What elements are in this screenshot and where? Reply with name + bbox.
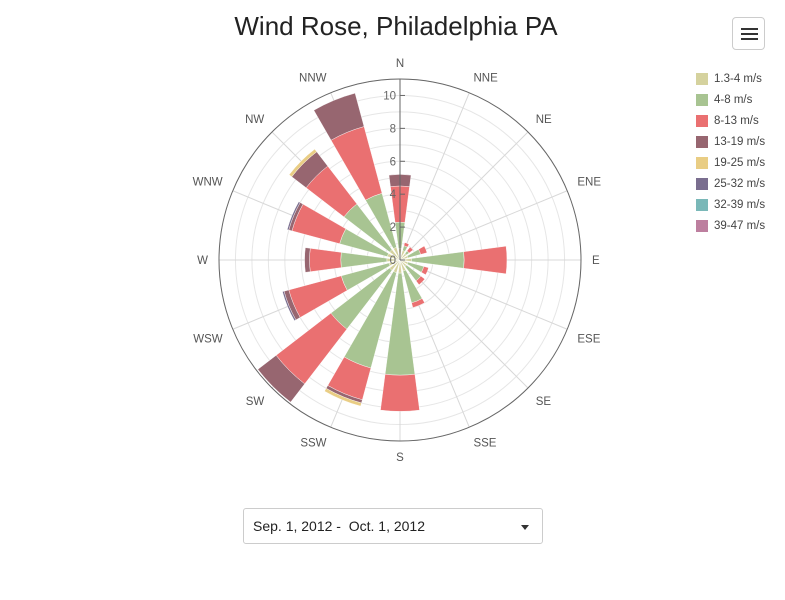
- wind-bar-nw: [288, 148, 317, 177]
- legend-label: 25-32 m/s: [714, 177, 766, 190]
- wind-bar-w: [309, 248, 342, 272]
- radial-tick-label: 0: [390, 255, 396, 267]
- legend-label: 13-19 m/s: [714, 135, 766, 148]
- legend-label: 39-47 m/s: [714, 219, 766, 232]
- direction-label-ne: NE: [536, 114, 552, 126]
- direction-label-nw: NW: [245, 114, 264, 126]
- legend-label: 8-13 m/s: [714, 114, 759, 127]
- legend-swatch: [696, 93, 708, 106]
- wind-bar-ssw: [324, 388, 362, 407]
- legend-label: 1.3-4 m/s: [714, 72, 762, 85]
- direction-label-sw: SW: [246, 396, 265, 408]
- chart-legend: 1.3-4 m/s 4-8 m/s 8-13 m/s 13-19 m/s 19-25 m…: [696, 68, 785, 236]
- direction-label-e: E: [592, 255, 600, 267]
- legend-swatch: [696, 219, 708, 232]
- date-range-select[interactable]: Sep. 1, 2012 - Oct. 1, 2012: [243, 508, 543, 544]
- grid-spoke: [399, 131, 529, 261]
- direction-label-nne: NNE: [473, 73, 498, 85]
- hamburger-menu-icon: [741, 38, 758, 40]
- wind-bar-ese: [421, 266, 429, 276]
- date-range-value: Sep. 1, 2012 - Oct. 1, 2012: [253, 518, 425, 534]
- legend-item[interactable]: 13-19 m/s: [696, 131, 785, 152]
- legend-item[interactable]: 8-13 m/s: [696, 110, 785, 131]
- legend-swatch: [696, 114, 708, 127]
- wind-bar-sw: [257, 355, 305, 403]
- direction-label-sse: SSE: [473, 437, 496, 449]
- direction-label-n: N: [396, 58, 404, 70]
- legend-swatch: [696, 135, 708, 148]
- direction-label-ese: ESE: [577, 333, 600, 345]
- legend-label: 4-8 m/s: [714, 93, 753, 106]
- legend-item[interactable]: 39-47 m/s: [696, 215, 785, 236]
- grid-spoke: [399, 92, 470, 261]
- legend-swatch: [696, 177, 708, 190]
- wind-bar-wnw: [286, 201, 301, 231]
- wind-bar-s: [380, 373, 420, 412]
- radial-tick-label: 8: [390, 123, 396, 135]
- legend-item[interactable]: 32-39 m/s: [696, 194, 785, 215]
- legend-item[interactable]: 19-25 m/s: [696, 152, 785, 173]
- hamburger-menu-icon: [741, 33, 758, 35]
- legend-label: 19-25 m/s: [714, 156, 766, 169]
- legend-item[interactable]: 4-8 m/s: [696, 89, 785, 110]
- wind-bar-wsw: [282, 290, 297, 322]
- wind-bar-e: [463, 245, 508, 275]
- wind-bar-ne: [406, 246, 414, 254]
- direction-label-wnw: WNW: [193, 177, 223, 189]
- direction-label-w: W: [197, 255, 208, 267]
- wind-bar-sse: [411, 298, 425, 308]
- grid-spoke: [399, 259, 568, 330]
- direction-label-ene: ENE: [577, 177, 601, 189]
- radial-tick-label: 4: [390, 189, 397, 201]
- radial-tick-label: 6: [390, 156, 396, 168]
- legend-swatch: [696, 156, 708, 169]
- hamburger-menu-icon: [741, 28, 758, 30]
- radial-tick-label: 10: [383, 90, 396, 102]
- direction-label-s: S: [396, 452, 404, 464]
- legend-item[interactable]: 25-32 m/s: [696, 173, 785, 194]
- wind-bar-w: [304, 247, 311, 273]
- chart-title: Wind Rose, Philadelphia PA: [234, 11, 558, 41]
- legend-item[interactable]: 1.3-4 m/s: [696, 68, 785, 89]
- chart-menu-button[interactable]: [732, 17, 765, 50]
- direction-label-ssw: SSW: [300, 437, 326, 449]
- wind-bar-se: [415, 275, 426, 286]
- legend-label: 32-39 m/s: [714, 198, 766, 211]
- legend-swatch: [696, 198, 708, 211]
- wind-bar-nnw: [313, 92, 365, 141]
- grid-spoke: [399, 190, 568, 261]
- legend-swatch: [696, 72, 708, 85]
- direction-label-se: SE: [536, 396, 552, 408]
- radial-tick-label: 2: [390, 222, 396, 234]
- direction-label-nnw: NNW: [299, 73, 327, 85]
- wind-bar-nne: [403, 242, 410, 248]
- direction-label-wsw: WSW: [193, 333, 223, 345]
- wind-bar-ene: [418, 245, 428, 255]
- caret-down-icon: [521, 525, 529, 530]
